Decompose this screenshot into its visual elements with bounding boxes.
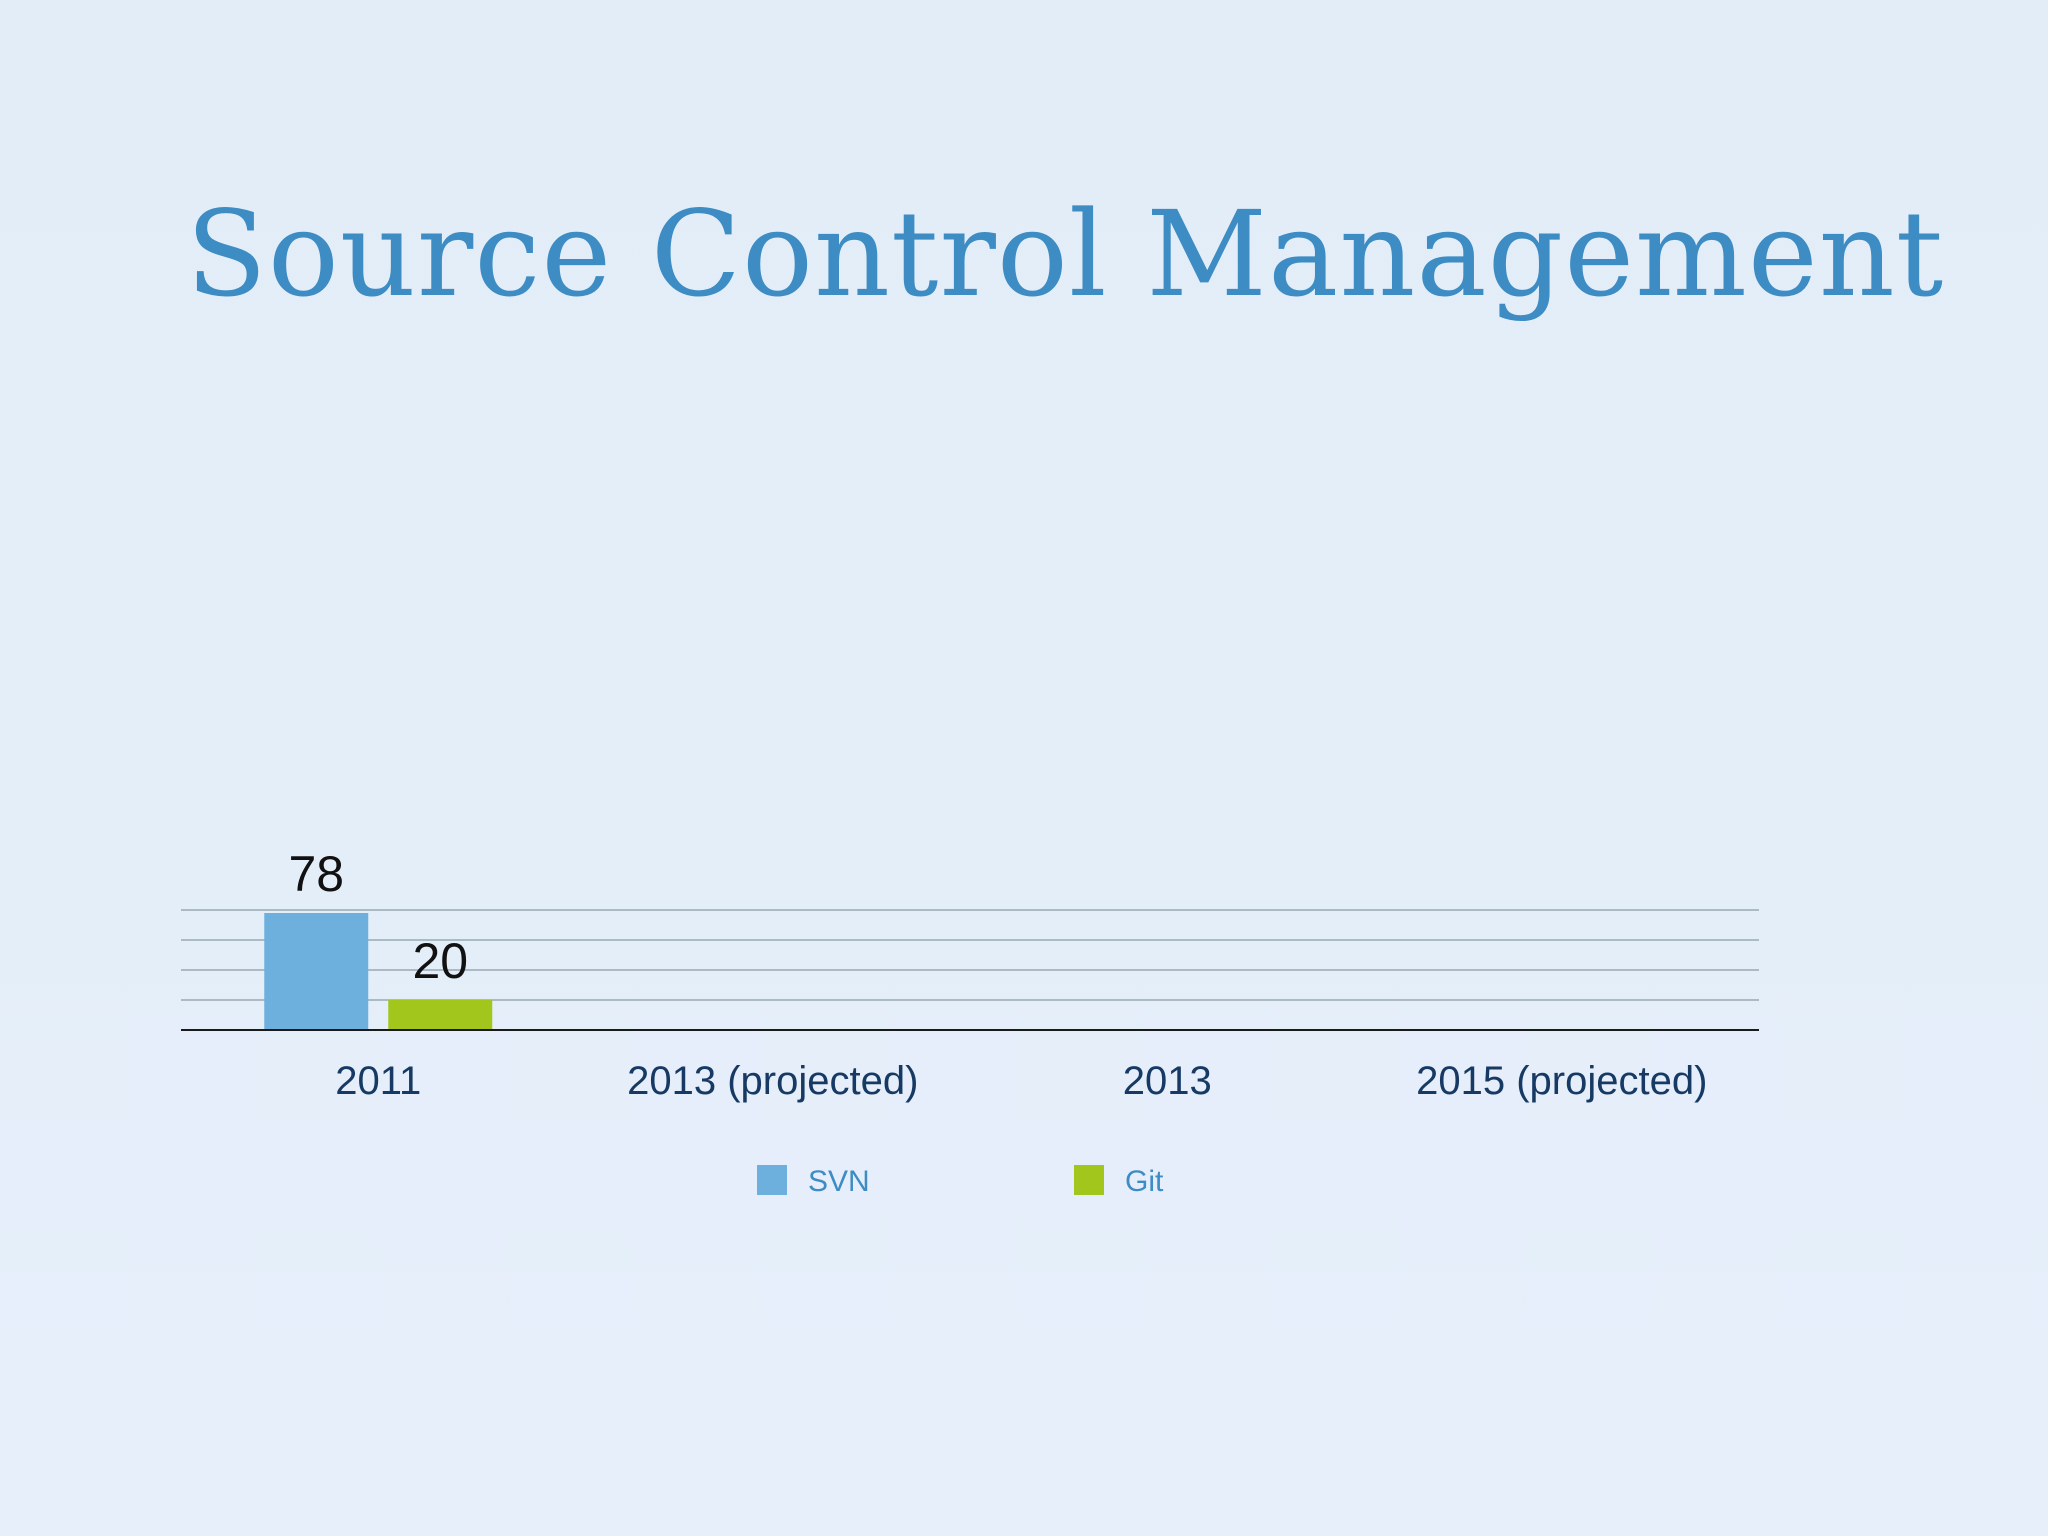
bar-svn-2011 bbox=[264, 913, 369, 1030]
x-tick-label: 2013 bbox=[1123, 1059, 1212, 1103]
chart-title: Source Control Management bbox=[186, 185, 1945, 323]
data-label: 78 bbox=[288, 846, 344, 902]
legend-label-git: Git bbox=[1125, 1165, 1164, 1198]
legend-label-svn: SVN bbox=[808, 1165, 870, 1198]
legend-swatch-svn bbox=[757, 1165, 787, 1195]
legend-swatch-git bbox=[1074, 1165, 1104, 1195]
x-tick-label: 2013 (projected) bbox=[627, 1059, 918, 1103]
x-tick-label: 2015 (projected) bbox=[1416, 1059, 1707, 1103]
bar-git-2011 bbox=[388, 1000, 493, 1030]
data-label: 20 bbox=[412, 933, 468, 989]
x-tick-label: 2011 bbox=[335, 1059, 421, 1103]
